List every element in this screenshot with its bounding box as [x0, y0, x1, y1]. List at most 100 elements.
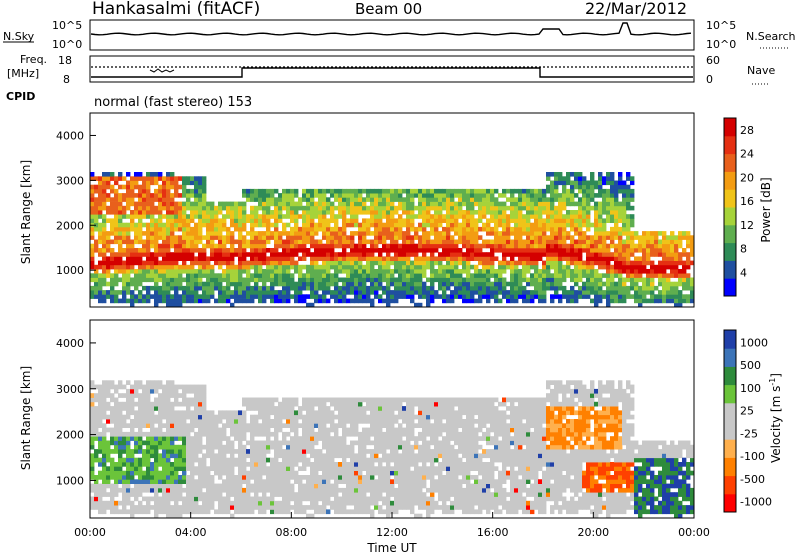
power-cell — [570, 201, 575, 207]
power-cell — [330, 239, 335, 245]
velocity-cell — [278, 470, 283, 476]
power-cell — [546, 243, 551, 249]
power-cell — [630, 188, 635, 194]
power-cell — [290, 226, 295, 232]
power-cell — [394, 294, 399, 299]
power-cell — [222, 290, 227, 295]
velocity-cell — [130, 410, 135, 416]
power-cell — [282, 205, 287, 211]
power-cell — [174, 294, 179, 299]
power-cell — [510, 298, 515, 304]
velocity-cell — [250, 449, 255, 454]
power-cell — [598, 298, 603, 304]
power-y-tick-label: 1000 — [56, 264, 84, 277]
power-cell — [102, 256, 107, 261]
power-cell — [254, 281, 259, 287]
power-cell — [450, 222, 455, 228]
power-cell — [554, 180, 559, 186]
power-cell — [598, 235, 603, 240]
power-cell — [274, 210, 279, 215]
power-cell — [586, 180, 591, 186]
power-cell — [146, 201, 151, 207]
power-cell — [486, 218, 491, 223]
velocity-cell — [302, 466, 307, 471]
velocity-cell — [194, 496, 199, 502]
power-cell — [142, 210, 147, 215]
power-cell — [270, 197, 275, 202]
velocity-cell — [210, 410, 215, 416]
power-cell — [594, 285, 599, 291]
power-cell — [530, 248, 535, 253]
velocity-cell — [126, 509, 131, 515]
power-cell — [294, 214, 299, 219]
power-cell — [210, 222, 215, 228]
power-cell — [470, 218, 475, 223]
power-cell — [334, 231, 339, 236]
power-cell — [274, 298, 279, 304]
velocity-cell — [198, 423, 203, 428]
power-cell — [538, 285, 543, 291]
power-cell — [330, 201, 335, 207]
velocity-cell — [306, 449, 311, 454]
power-cell — [630, 269, 635, 274]
power-cell — [98, 281, 103, 287]
power-cell — [486, 231, 491, 236]
power-cell — [358, 252, 363, 257]
power-cell — [382, 285, 387, 291]
power-cell — [338, 239, 343, 245]
power-cell — [370, 210, 375, 215]
velocity-cell — [238, 440, 243, 446]
velocity-cell — [222, 462, 227, 467]
velocity-cell — [202, 457, 207, 463]
power-cell — [98, 290, 103, 295]
velocity-cell — [210, 444, 215, 450]
power-cell — [166, 214, 171, 219]
velocity-cell — [194, 505, 199, 510]
power-cell — [610, 231, 615, 236]
power-cell — [114, 235, 119, 240]
velocity-cell — [250, 470, 255, 476]
velocity-cell — [278, 462, 283, 467]
power-cell — [650, 264, 655, 270]
power-cell — [118, 260, 123, 266]
power-cell — [206, 205, 211, 211]
power-cell — [206, 226, 211, 232]
power-cell — [498, 214, 503, 219]
velocity-cell — [166, 436, 171, 441]
power-cell — [502, 205, 507, 211]
power-cell — [438, 294, 443, 299]
power-cell — [98, 214, 103, 219]
power-cell — [338, 277, 343, 283]
velocity-cell — [238, 509, 243, 515]
power-cell — [362, 248, 367, 253]
velocity-cell — [242, 436, 247, 441]
power-cell — [438, 252, 443, 257]
velocity-cell — [134, 505, 139, 510]
power-cell — [142, 188, 147, 194]
velocity-cell — [106, 457, 111, 463]
power-cell — [534, 214, 539, 219]
power-cell — [242, 290, 247, 295]
power-cell — [574, 214, 579, 219]
power-cell — [306, 281, 311, 287]
power-cell — [290, 256, 295, 261]
power-cell — [502, 290, 507, 295]
power-cell — [454, 256, 459, 261]
power-cell — [134, 222, 139, 228]
power-cell — [358, 231, 363, 236]
power-cell — [342, 226, 347, 232]
power-cell — [438, 256, 443, 261]
velocity-cell — [278, 479, 283, 484]
power-cell — [138, 260, 143, 266]
power-cell — [106, 260, 111, 266]
power-cell — [202, 201, 207, 207]
power-cell — [98, 231, 103, 236]
power-cell — [90, 176, 95, 181]
velocity-cell — [262, 401, 267, 407]
velocity-cell — [226, 487, 231, 493]
velocity-cell — [90, 440, 95, 446]
power-cell — [338, 197, 343, 202]
power-cell — [370, 197, 375, 202]
velocity-cell — [126, 487, 131, 493]
power-cell — [658, 260, 663, 266]
